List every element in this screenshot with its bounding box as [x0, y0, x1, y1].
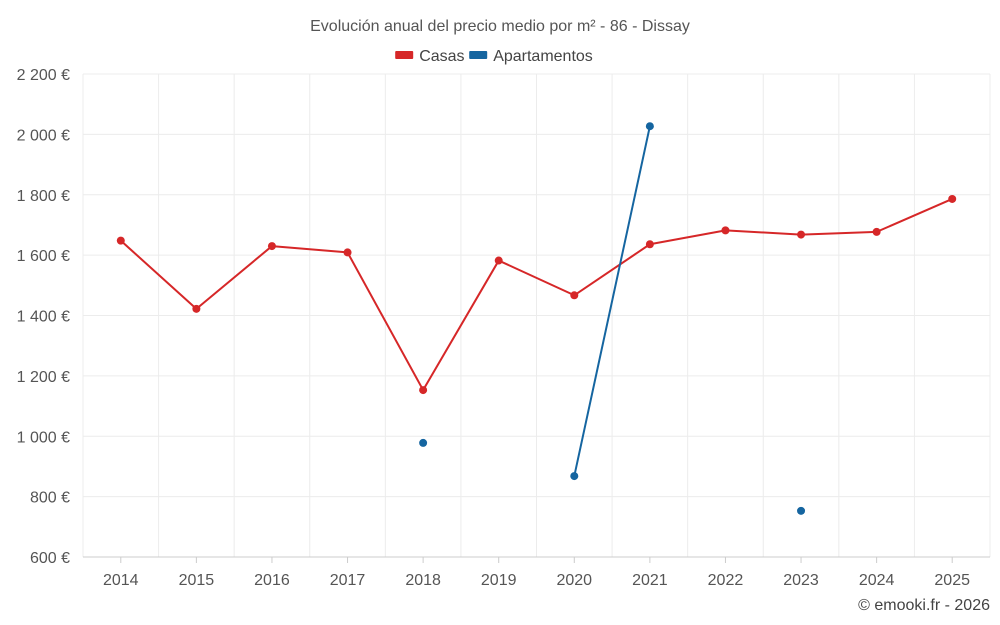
series-apartamentos	[419, 122, 806, 515]
x-tick-label: 2018	[405, 572, 441, 589]
casas-line-segment	[195, 245, 273, 310]
casas-point-2021	[645, 240, 654, 249]
x-tick-label: 2022	[708, 572, 744, 589]
casas-line-segment	[573, 243, 651, 297]
x-tick-label: 2017	[330, 572, 366, 589]
casas-point-2020	[570, 291, 579, 300]
chart-title: Evolución anual del precio medio por m² …	[310, 18, 690, 35]
casas-line-segment	[346, 251, 425, 392]
apartamentos-point-2020	[570, 472, 579, 481]
apartamentos-point-2023	[797, 506, 806, 515]
casas-point-2014	[116, 236, 125, 245]
x-tick-label: 2021	[632, 572, 668, 589]
casas-line-segment	[422, 259, 500, 392]
casas-point-2017	[343, 248, 352, 257]
x-tick-label: 2024	[859, 572, 895, 589]
casas-line-segment	[800, 230, 878, 236]
casas-point-2024	[872, 227, 881, 236]
legend-label-casas: Casas	[419, 48, 464, 65]
casas-point-2025	[948, 194, 957, 203]
casas-point-2015	[192, 304, 201, 313]
apartamentos-point-2018	[419, 438, 428, 447]
series-casas	[116, 194, 957, 395]
apartamentos-line-segment	[573, 125, 651, 478]
x-tick-label: 2020	[556, 572, 592, 589]
x-tick-label: 2016	[254, 572, 290, 589]
apartamentos-point-2021	[645, 122, 654, 131]
casas-point-2022	[721, 226, 730, 235]
y-tick-label: 600 €	[30, 550, 70, 567]
casas-point-2023	[797, 230, 806, 239]
series-layer	[116, 122, 957, 515]
legend-swatch-casas	[395, 51, 414, 59]
y-tick-label: 1 000 €	[17, 429, 70, 446]
casas-line-segment	[875, 197, 954, 233]
y-tick-label: 1 600 €	[17, 248, 70, 265]
grid	[82, 73, 991, 557]
x-tick-label: 2015	[179, 572, 215, 589]
legend-swatch-apartamentos	[469, 51, 488, 59]
y-tick-label: 1 400 €	[17, 309, 70, 326]
y-tick-label: 1 800 €	[17, 188, 70, 205]
x-axis: 2014 2015 2016 2017 2018 2019 2020 2021 2022 2023…	[83, 556, 990, 589]
y-tick-label: 2 000 €	[17, 127, 70, 144]
y-tick-label: 800 €	[30, 490, 70, 507]
x-tick-label: 2023	[783, 572, 819, 589]
casas-line-segment	[270, 245, 349, 254]
casas-point-2016	[267, 242, 276, 251]
legend: Casas Apartamentos	[395, 48, 593, 65]
casas-line-segment	[119, 239, 198, 310]
x-tick-label: 2014	[103, 572, 139, 589]
legend-label-apartamentos: Apartamentos	[493, 48, 593, 65]
y-tick-label: 2 200 €	[17, 67, 70, 84]
credit: © emooki.fr - 2026	[858, 597, 990, 614]
x-tick-label: 2019	[481, 572, 517, 589]
y-tick-label: 1 200 €	[17, 369, 70, 386]
casas-line-segment	[648, 229, 727, 246]
casas-line-segment	[724, 229, 803, 236]
x-tick-label: 2025	[934, 572, 970, 589]
casas-point-2018	[419, 386, 428, 395]
casas-line-segment	[497, 259, 576, 297]
casas-point-2019	[494, 256, 503, 265]
y-axis: 600 € 800 € 1 000 € 1 200 € 1 400 € 1 600 € 1 …	[17, 67, 70, 567]
